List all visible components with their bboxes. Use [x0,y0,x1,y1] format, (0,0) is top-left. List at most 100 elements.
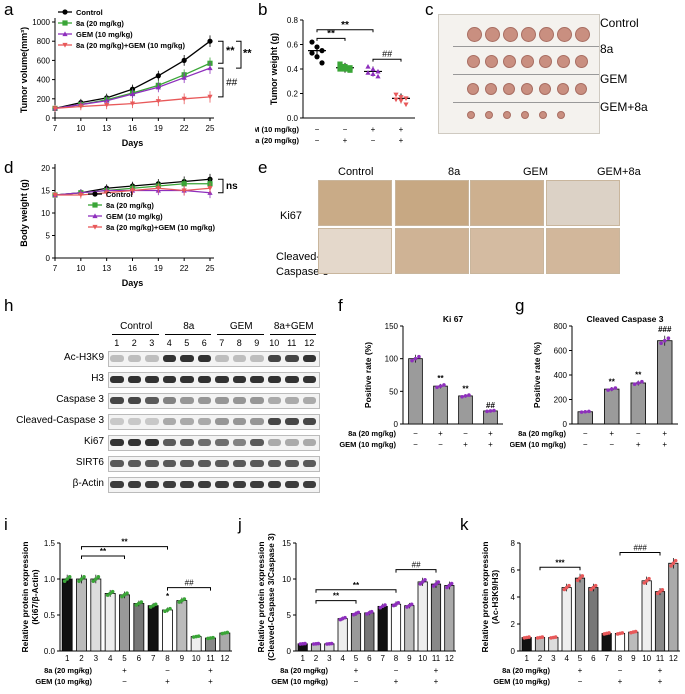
data-point [662,338,667,343]
y-tick-label: 15 [41,187,50,196]
x-tick-label: 3 [327,654,332,663]
wb-band [145,355,159,362]
data-point [553,635,558,639]
photo-divider [453,102,599,103]
y-tick-label: 200 [37,95,51,104]
wb-band [285,439,299,446]
legend-label: Control [106,190,133,199]
significance: ** [635,371,642,380]
data-point [403,96,409,101]
bar [205,637,216,652]
data-point [155,84,161,90]
bar [390,603,402,652]
row-label: 8a (20 mg/kg) [44,666,92,675]
x-tick-label: 12 [669,654,678,663]
y-tick-label: 150 [385,322,399,331]
tumor-specimen [539,111,547,119]
x-tick-label: 25 [206,264,215,273]
data-point [418,582,423,586]
wb-band [197,376,211,383]
ac-h3k9-relative-expression-chart: 0 2 4 6 8 Relative protein expression (Ac-H3K9… [480,539,680,686]
significance: ## [486,401,495,410]
bracket [315,589,397,593]
wb-protein-label: H3 [91,373,104,384]
data-point [337,61,343,67]
x-tick-label: 6 [591,654,596,663]
bar [430,583,442,652]
bar [668,562,679,652]
wb-group-underline [112,334,159,335]
data-point [485,409,489,414]
annotation: ** [341,20,349,31]
x-tick-label: 4 [108,654,113,663]
ihc-image [546,180,620,226]
y-tick-label: 1.5 [44,539,56,548]
data-point [593,583,598,588]
y-tick-label: 2 [511,620,516,629]
x-tick-label: 7 [151,654,156,663]
data-point [467,393,471,397]
x-tick-label: 2 [79,654,84,663]
wb-band [197,439,211,446]
wb-band [145,439,159,446]
tumor-specimen [557,111,565,119]
y-axis-label: Positive rate (%) [532,342,542,408]
wb-band [180,397,194,404]
data-point [413,356,418,361]
wb-band [197,397,211,404]
bar [119,594,130,652]
wb-lane-number: 2 [131,338,137,348]
row-label: 8a (20 mg/kg) [348,429,396,438]
row-sign: + [488,429,493,438]
x-tick-label: 7 [53,124,58,133]
y-tick-label: 5 [287,611,292,620]
data-point [409,602,414,607]
x-tick-label: 16 [128,124,137,133]
x-axis-label: Days [122,138,144,148]
wb-protein-label: β-Actin [72,478,104,489]
row-sign: − [578,677,583,686]
y-tick-label: 1000 [32,18,50,27]
wb-blot-strip [108,456,320,472]
wb-group-underline [269,334,316,335]
panel-letter-f: f [338,296,343,315]
row-sign: + [165,677,170,686]
bracket [236,40,242,69]
row-sign: + [438,429,443,438]
wb-band [285,460,299,467]
y-tick-label: 600 [37,56,51,65]
wb-band [215,355,229,362]
row-sign: + [662,440,667,449]
bar [61,578,73,652]
bracket [316,37,346,41]
annotation: ** [100,547,107,556]
x-tick-label: 10 [418,654,427,663]
data-point [398,95,404,100]
data-point [640,379,644,384]
row-sign: + [399,125,404,134]
wb-blot-strip [108,477,320,493]
x-tick-label: 3 [551,654,556,663]
row-sign: + [399,136,404,145]
bar [417,581,428,652]
row-sign: + [636,440,641,449]
legend-label: 8a (20 mg/kg) [76,19,124,28]
wb-band [180,376,194,383]
data-point [449,581,454,586]
data-point [181,57,187,64]
data-point [104,190,110,196]
x-tick-label: 5 [122,654,127,663]
data-point [460,394,464,399]
data-point [644,579,649,583]
wb-band [162,355,176,362]
x-tick-label: 11 [432,654,441,663]
y-tick-label: 0.0 [287,114,299,123]
x-tick-label: 10 [76,124,85,133]
wb-lane-number: 11 [287,338,297,348]
data-point [431,584,436,588]
annotation: ** [333,592,340,601]
tumor-specimen [521,111,529,119]
data-point [155,186,161,191]
wb-lane-number: 7 [219,338,225,348]
wb-band [145,460,159,467]
